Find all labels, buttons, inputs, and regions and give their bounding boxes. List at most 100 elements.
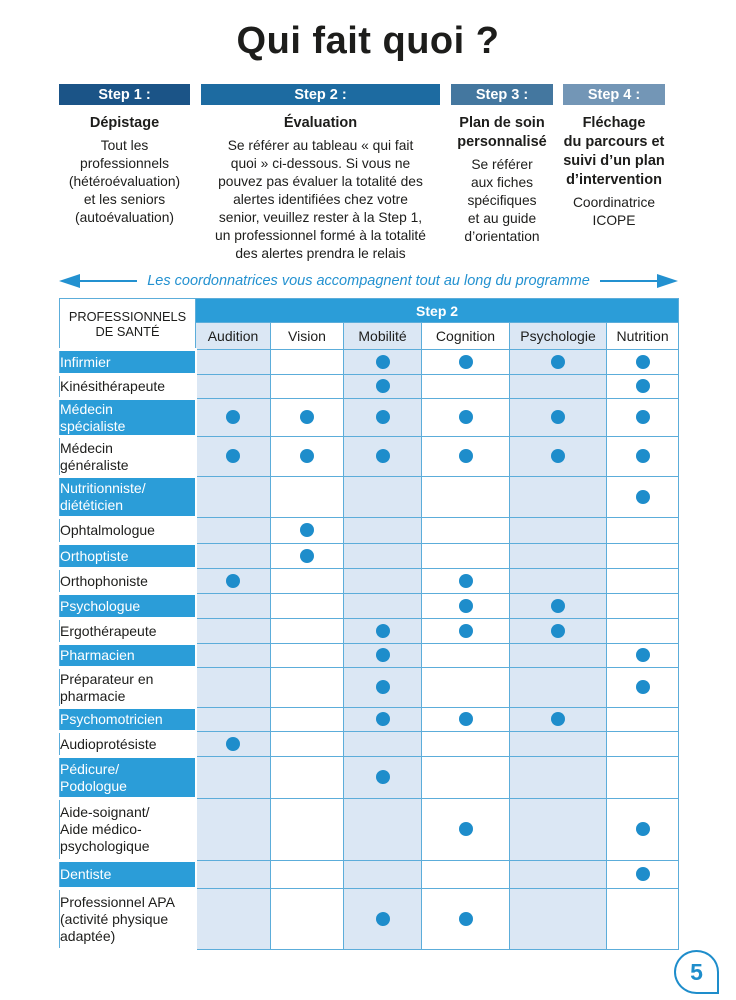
dot-icon: [300, 449, 314, 464]
dot-icon: [458, 712, 473, 727]
banner-text: Les coordonnatrices vous accompagnent to…: [147, 273, 590, 289]
table-cell: [509, 731, 607, 757]
table-row: Orthophoniste: [59, 567, 680, 595]
table-cell: [509, 888, 607, 950]
row-label: Préparateur en pharmacie: [59, 666, 197, 709]
step-3-column: Step 3 : Plan de soin personnalisé Se ré…: [451, 84, 553, 246]
dot-icon: [300, 523, 314, 538]
table-cell: [270, 618, 344, 644]
table-column-header-row: Audition Vision Mobilité Cognition Psycholog…: [60, 322, 680, 350]
table-cell: [605, 618, 680, 644]
table-cell: [421, 667, 510, 708]
table-cell: [270, 568, 344, 594]
table-cell: [509, 543, 607, 569]
step-2-bar: Step 2 :: [201, 84, 440, 105]
table-row: Nutritionniste/ diététicien: [59, 475, 680, 519]
table-cell: [509, 618, 607, 644]
dot-icon: [375, 379, 390, 394]
step-4-bar: Step 4 :: [563, 84, 665, 105]
dot-icon: [300, 410, 314, 425]
row-label: Audioprotésiste: [59, 730, 197, 758]
table-cell: [421, 860, 510, 889]
row-label: Médecin spécialiste: [59, 397, 197, 438]
column-header-audition: Audition: [195, 322, 271, 350]
step-2-bar-label: Step 2 :: [294, 86, 347, 103]
row-label: Ergothérapeute: [59, 617, 197, 645]
table-cell: [195, 667, 271, 708]
table-cell: [509, 860, 607, 889]
row-label: Kinésithérapeute: [59, 373, 197, 400]
dot-icon: [375, 449, 390, 464]
table-cell: [421, 543, 510, 569]
table-cell: [343, 476, 422, 518]
table-cell: [509, 643, 607, 668]
dot-icon: [375, 410, 390, 425]
table-cell: [421, 476, 510, 518]
table-row: Pédicure/ Podologue: [59, 755, 680, 800]
table-cell: [195, 568, 271, 594]
table-cell: [421, 731, 510, 757]
dot-icon: [635, 867, 650, 882]
banner-line-right: [599, 280, 657, 282]
step-4-text: Fléchage du parcours et suivi d’un plan …: [558, 114, 670, 230]
step-4-heading: Fléchage du parcours et suivi d’un plan …: [563, 115, 665, 188]
table-cell: [605, 476, 680, 518]
table-cell: [343, 667, 422, 708]
table-cell: [343, 568, 422, 594]
table-cell: [343, 436, 422, 477]
dot-icon: [375, 712, 390, 727]
row-label: Psychologue: [59, 592, 197, 620]
dot-icon: [375, 770, 390, 785]
page-title: Qui fait quoi ?: [236, 20, 500, 62]
table-row: Psychologue: [59, 592, 680, 620]
table-cell: [195, 643, 271, 668]
table-row: Kinésithérapeute: [59, 373, 680, 400]
dot-icon: [375, 623, 390, 638]
dot-icon: [551, 354, 565, 369]
step-1-heading: Dépistage: [89, 115, 160, 131]
dot-icon: [551, 712, 565, 727]
table-cell: [270, 798, 344, 861]
step-3-bar: Step 3 :: [451, 84, 553, 105]
table-row: Infirmier: [59, 348, 680, 376]
table-cell: [421, 349, 510, 375]
step-1-bar-label: Step 1 :: [98, 86, 151, 103]
table-cell: [605, 643, 680, 668]
table-cell: [195, 436, 271, 477]
step-3-text: Plan de soin personnalisé Se référer aux…: [451, 114, 553, 246]
table-cell: [605, 543, 680, 569]
table-cell: [270, 398, 344, 437]
table-cell: [509, 667, 607, 708]
coordinators-banner: Les coordonnatrices vous accompagnent to…: [59, 272, 678, 290]
table-cell: [270, 374, 344, 399]
table-cell: [195, 860, 271, 889]
table-cell: [195, 888, 271, 950]
table-cell: [343, 517, 422, 544]
table-cell: [605, 398, 680, 437]
page-number: 5: [690, 958, 703, 985]
table-cell: [343, 349, 422, 375]
column-header-nutrition: Nutrition: [605, 322, 680, 350]
table-cell: [270, 643, 344, 668]
table-cell: [509, 756, 607, 799]
dot-icon: [226, 736, 241, 751]
dot-icon: [551, 449, 565, 464]
table-cell: [421, 643, 510, 668]
table-cell: [509, 798, 607, 861]
table-cell: [270, 517, 344, 544]
table-cell: [195, 349, 271, 375]
dot-icon: [635, 680, 650, 695]
page-number-marker: 5: [674, 950, 719, 994]
dot-icon: [458, 449, 473, 464]
table-cell: [605, 568, 680, 594]
table-cell: [195, 476, 271, 518]
table-row: Préparateur en pharmacie: [59, 666, 680, 709]
step-2-column: Step 2 : Évaluation Se référer au tablea…: [196, 84, 445, 263]
table-cell: [421, 517, 510, 544]
table-cell: [343, 374, 422, 399]
arrow-right-icon: [657, 274, 678, 288]
step-1-body: Tout les professionnels (hétéroévaluatio…: [68, 138, 181, 225]
dot-icon: [226, 449, 241, 464]
step-4-bar-label: Step 4 :: [587, 86, 641, 103]
